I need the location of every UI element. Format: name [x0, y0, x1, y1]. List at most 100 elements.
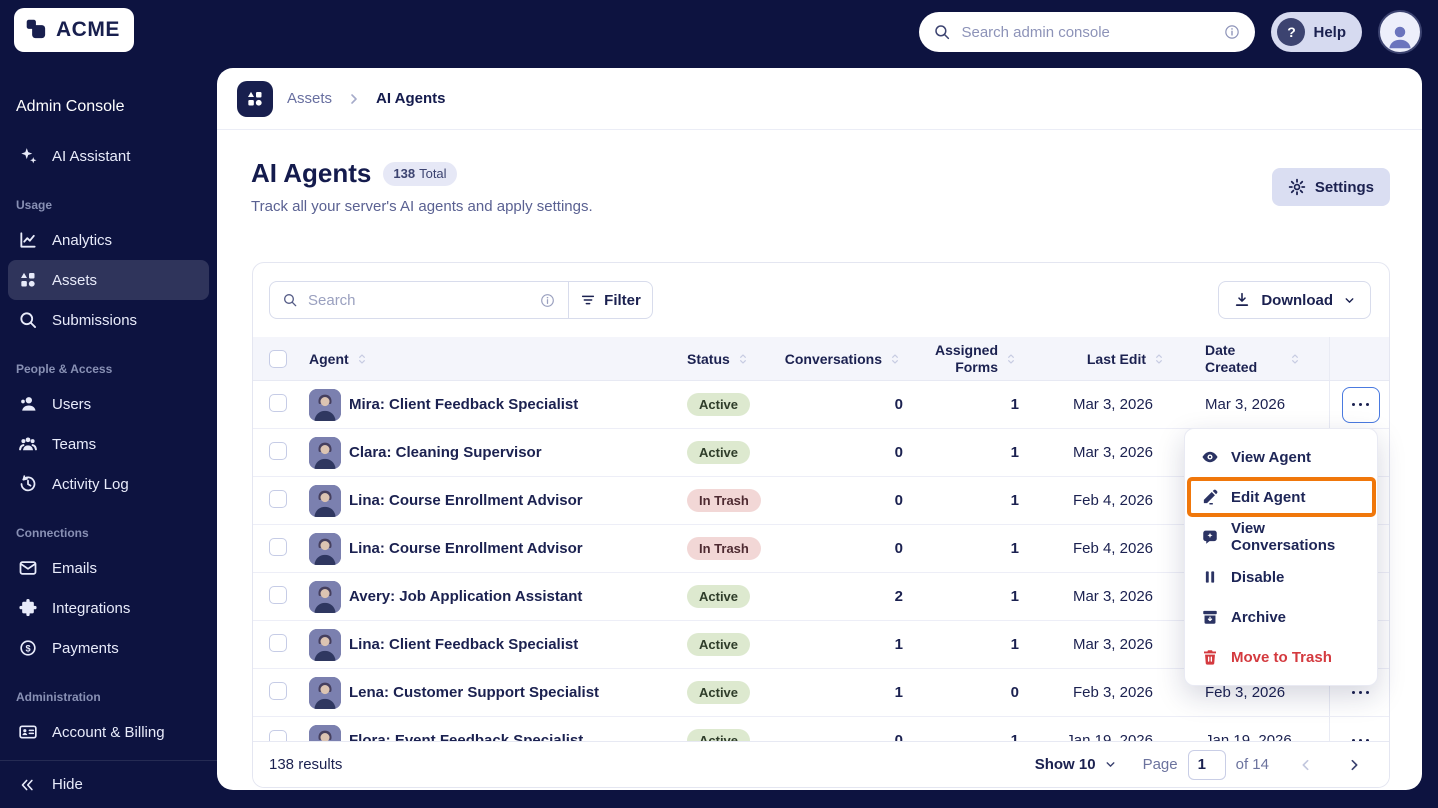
row-actions-button[interactable]	[1342, 723, 1380, 744]
select-all-checkbox[interactable]	[269, 349, 287, 368]
agent-name[interactable]: Lina: Course Enrollment Advisor	[349, 492, 583, 509]
sort-icon[interactable]	[1003, 351, 1019, 367]
eye-icon	[1202, 451, 1218, 463]
conversations-value: 1	[894, 636, 903, 653]
logo[interactable]: ACME	[14, 8, 134, 52]
sort-icon[interactable]	[735, 351, 751, 367]
sort-icon[interactable]	[1287, 351, 1303, 367]
page-subtitle: Track all your server's AI agents and ap…	[251, 198, 593, 215]
last-edit-value: Feb 3, 2026	[1072, 684, 1153, 701]
sidebar-item-payments[interactable]: $ Payments	[8, 628, 209, 668]
logo-text: ACME	[56, 18, 120, 41]
page-number-input[interactable]	[1187, 749, 1226, 780]
history-clock-icon	[20, 475, 36, 492]
row-checkbox[interactable]	[269, 729, 287, 743]
sidebar-item-ai-assistant[interactable]: AI Assistant	[8, 136, 209, 176]
settings-button[interactable]: Settings	[1271, 168, 1390, 206]
row-checkbox[interactable]	[269, 441, 287, 460]
column-last-edit[interactable]: Last Edit	[1086, 350, 1146, 367]
next-page-button[interactable]	[1343, 754, 1365, 776]
show-per-page-dropdown[interactable]: Show 10	[1035, 756, 1117, 773]
filter-button[interactable]: Filter	[568, 282, 652, 318]
sidebar-item-label: Integrations	[52, 599, 131, 617]
trash-icon	[1204, 650, 1216, 665]
sidebar-item-users[interactable]: Users	[8, 384, 209, 424]
admin-search-input[interactable]	[961, 23, 1214, 41]
sort-icon[interactable]	[887, 351, 903, 367]
menu-item-label: Archive	[1231, 608, 1287, 626]
conversations-value: 1	[894, 684, 903, 701]
sidebar-item-activity-log[interactable]: Activity Log	[8, 464, 209, 504]
prev-page-button[interactable]	[1295, 754, 1317, 776]
menu-item-disable[interactable]: Disable	[1185, 557, 1377, 597]
agent-name[interactable]: Clara: Cleaning Supervisor	[349, 444, 542, 461]
row-checkbox[interactable]	[269, 681, 287, 700]
row-actions-button[interactable]	[1342, 675, 1380, 711]
last-edit-value: Feb 4, 2026	[1072, 540, 1153, 557]
row-checkbox[interactable]	[269, 585, 287, 604]
breadcrumb-assets[interactable]: Assets	[287, 90, 333, 107]
billing-card-icon	[19, 725, 37, 739]
sort-icon[interactable]	[354, 351, 370, 367]
assigned-forms-value: 1	[1010, 492, 1019, 509]
sidebar-item-label: Emails	[52, 559, 98, 577]
assigned-forms-value: 1	[1010, 444, 1019, 461]
menu-item-view-conversations[interactable]: View Conversations	[1185, 517, 1377, 557]
date-created-value: Feb 3, 2026	[1205, 684, 1286, 701]
menu-item-edit-agent[interactable]: Edit Agent	[1185, 477, 1377, 517]
row-checkbox[interactable]	[269, 633, 287, 652]
agent-name[interactable]: Lina: Client Feedback Specialist	[349, 636, 579, 653]
last-edit-value: Feb 4, 2026	[1072, 492, 1153, 509]
user-avatar[interactable]	[1378, 10, 1422, 54]
agent-name[interactable]: Avery: Job Application Assistant	[349, 588, 583, 605]
agent-name[interactable]: Mira: Client Feedback Specialist	[349, 396, 579, 413]
download-button[interactable]: Download	[1218, 281, 1371, 319]
table-row: Flora: Event Feedback Specialist Active …	[253, 717, 1389, 743]
menu-item-label: Disable	[1231, 568, 1285, 586]
row-checkbox[interactable]	[269, 489, 287, 508]
column-date-created[interactable]: Date Created	[1205, 342, 1258, 375]
sidebar-item-label: Assets	[52, 271, 98, 289]
menu-item-label: View Agent	[1231, 448, 1312, 466]
sidebar-item-label: Users	[52, 395, 92, 413]
search-icon	[284, 294, 297, 307]
menu-item-archive[interactable]: Archive	[1185, 597, 1377, 637]
row-actions-button[interactable]	[1341, 386, 1380, 423]
status-badge: Active	[687, 729, 751, 743]
sidebar-hide-button[interactable]: Hide	[0, 760, 217, 808]
page-label: Page	[1142, 756, 1178, 773]
sidebar-item-assets[interactable]: Assets	[8, 260, 209, 300]
total-suffix: Total	[419, 166, 447, 181]
column-agent[interactable]: Agent	[309, 350, 349, 367]
agent-name[interactable]: Lena: Customer Support Specialist	[349, 684, 600, 701]
agent-name[interactable]: Flora: Event Feedback Specialist	[349, 732, 584, 743]
person-icon	[1389, 26, 1411, 49]
row-checkbox[interactable]	[269, 537, 287, 556]
conversations-value: 2	[894, 588, 903, 605]
info-icon[interactable]	[1223, 23, 1241, 41]
column-assigned-forms[interactable]: Assigned Forms	[934, 342, 998, 375]
menu-item-view-agent[interactable]: View Agent	[1185, 437, 1377, 477]
assigned-forms-value: 1	[1010, 588, 1019, 605]
sidebar-item-analytics[interactable]: Analytics	[8, 220, 209, 260]
sort-icon[interactable]	[1151, 351, 1167, 367]
last-edit-value: Mar 3, 2026	[1072, 636, 1153, 653]
sidebar: Admin Console AI Assistant Usage Analyti…	[0, 64, 217, 808]
sidebar-item-account-billing[interactable]: Account & Billing	[8, 712, 209, 752]
sidebar-item-integrations[interactable]: Integrations	[8, 588, 209, 628]
menu-item-move-to-trash[interactable]: Move to Trash	[1185, 637, 1377, 677]
show-per-page-label: Show 10	[1034, 756, 1096, 773]
sparkles-icon	[21, 148, 37, 164]
status-badge: Active	[687, 441, 751, 464]
info-icon[interactable]	[539, 292, 556, 309]
sidebar-item-submissions[interactable]: Submissions	[8, 300, 209, 340]
sidebar-item-emails[interactable]: Emails	[8, 548, 209, 588]
sidebar-item-teams[interactable]: Teams	[8, 424, 209, 464]
column-status[interactable]: Status	[687, 350, 730, 367]
download-label: Download	[1261, 291, 1333, 309]
table-search-input[interactable]	[308, 291, 529, 309]
agent-name[interactable]: Lina: Course Enrollment Advisor	[349, 540, 583, 557]
row-checkbox[interactable]	[269, 393, 287, 412]
help-button[interactable]: ? Help	[1271, 12, 1362, 52]
column-conversations[interactable]: Conversations	[784, 350, 882, 367]
